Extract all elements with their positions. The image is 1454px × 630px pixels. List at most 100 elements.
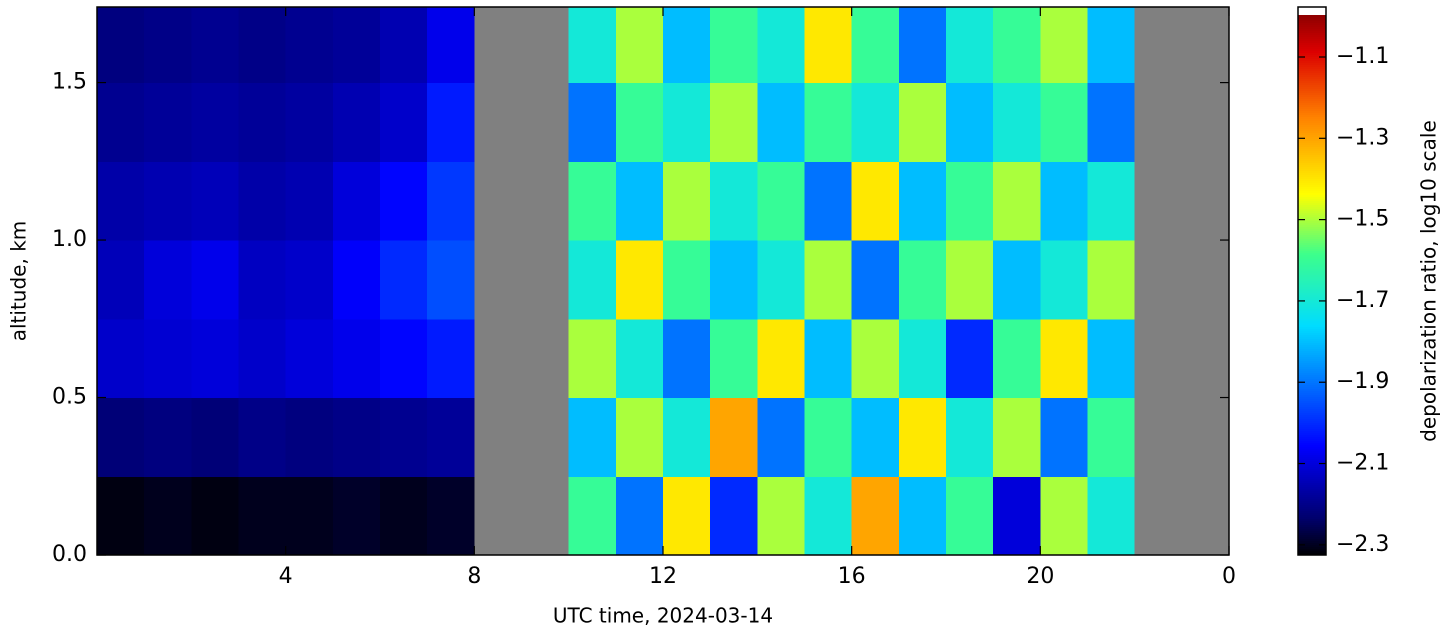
colorbar-swatch [1298,95,1326,98]
x-axis-title: UTC time, 2024-03-14 [553,604,773,628]
heatmap-cell [710,318,758,399]
colorbar-swatch [1298,539,1326,542]
heatmap-cell [238,318,287,399]
colorbar-swatch [1298,303,1326,306]
missing-cell [474,161,522,241]
missing-cell [521,318,570,399]
heatmap-cell [757,318,805,399]
colorbar-swatch [1298,461,1326,464]
colorbar-swatch [1298,395,1326,398]
colorbar-swatch [1298,351,1326,354]
heatmap-cell [144,7,192,84]
colorbar-swatch [1298,523,1326,526]
colorbar-swatch [1298,297,1326,300]
colorbar-swatch [1298,329,1326,332]
heatmap-cell [144,397,192,477]
heatmap-cell [1040,397,1088,477]
missing-cell [474,476,522,555]
colorbar-swatch [1298,307,1326,310]
heatmap-cell [993,397,1041,477]
colorbar-swatch [1298,263,1326,266]
colorbar-swatch [1298,213,1326,216]
colorbar-swatch [1298,277,1326,280]
colorbar-swatch [1298,543,1326,546]
colorbar-swatch [1298,75,1326,78]
heatmap-cell [380,476,428,555]
colorbar-swatch [1298,199,1326,202]
heatmap-cell [568,397,617,477]
colorbar-swatch [1298,127,1326,130]
heatmap-cell [615,7,664,84]
heatmap-cell [97,397,145,477]
colorbar-swatch [1298,475,1326,478]
colorbar-swatch [1298,273,1326,276]
x-tick-label: 20 [1026,564,1054,589]
colorbar-swatch [1298,439,1326,442]
heatmap-cell [568,161,617,241]
colorbar-swatch [1298,187,1326,190]
heatmap-cell [332,82,381,162]
colorbar-swatch [1298,9,1326,12]
missing-cell [1134,397,1183,477]
colorbar-swatch [1298,331,1326,334]
colorbar-swatch [1298,77,1326,80]
heatmap-cell [663,161,711,241]
colorbar-swatch [1298,51,1326,54]
colorbar-swatch [1298,449,1326,452]
heatmap-cell [804,82,853,162]
colorbar-swatch [1298,311,1326,314]
colorbar-swatch [1298,247,1326,250]
colorbar-swatch [1298,341,1326,344]
heatmap-cell [332,476,381,555]
colorbar-swatch [1298,435,1326,438]
heatmap-cell [663,476,711,555]
colorbar-swatch [1298,421,1326,424]
heatmap-cell [144,161,192,241]
colorbar-swatch [1298,425,1326,428]
colorbar-swatch [1298,401,1326,404]
colorbar-swatch [1298,71,1326,74]
colorbar-swatch [1298,529,1326,532]
colorbar-swatch [1298,133,1326,136]
colorbar-swatch [1298,483,1326,486]
missing-cell [1134,476,1183,555]
colorbar-swatch [1298,385,1326,388]
colorbar-swatch [1298,173,1326,176]
colorbar-swatch [1298,193,1326,196]
colorbar-swatch [1298,211,1326,214]
colorbar-swatch [1298,367,1326,370]
colorbar-swatch [1298,97,1326,100]
colorbar-swatch [1298,281,1326,284]
colorbar-swatch [1298,161,1326,164]
heatmap-cell [710,476,758,555]
heatmap-cell [1087,397,1136,477]
heatmap-cell [946,318,994,399]
colorbar-swatch [1298,219,1326,222]
colorbar-swatch [1298,179,1326,182]
heatmap-cell [993,82,1041,162]
colorbar-swatch [1298,267,1326,270]
heatmap-cell [427,318,475,399]
colorbar-swatch [1298,345,1326,348]
heatmap-cell [332,7,381,84]
colorbar-swatch [1298,515,1326,518]
colorbar-swatch [1298,451,1326,454]
colorbar-swatch [1298,503,1326,506]
colorbar-swatch [1298,453,1326,456]
colorbar-swatch [1298,285,1326,288]
colorbar-swatch [1298,513,1326,516]
colorbar-swatch [1298,279,1326,282]
colorbar-swatch [1298,447,1326,450]
missing-cell [474,397,522,477]
colorbar-swatch [1298,441,1326,444]
colorbar-swatch [1298,251,1326,254]
colorbar-swatch [1298,507,1326,510]
colorbar-swatch [1298,495,1326,498]
colorbar-swatch [1298,457,1326,460]
colorbar-swatch [1298,23,1326,26]
colorbar-swatch [1298,25,1326,28]
colorbar-swatch [1298,45,1326,48]
missing-cell [1134,82,1183,162]
colorbar-swatch [1298,73,1326,76]
colorbar-swatch [1298,11,1326,14]
